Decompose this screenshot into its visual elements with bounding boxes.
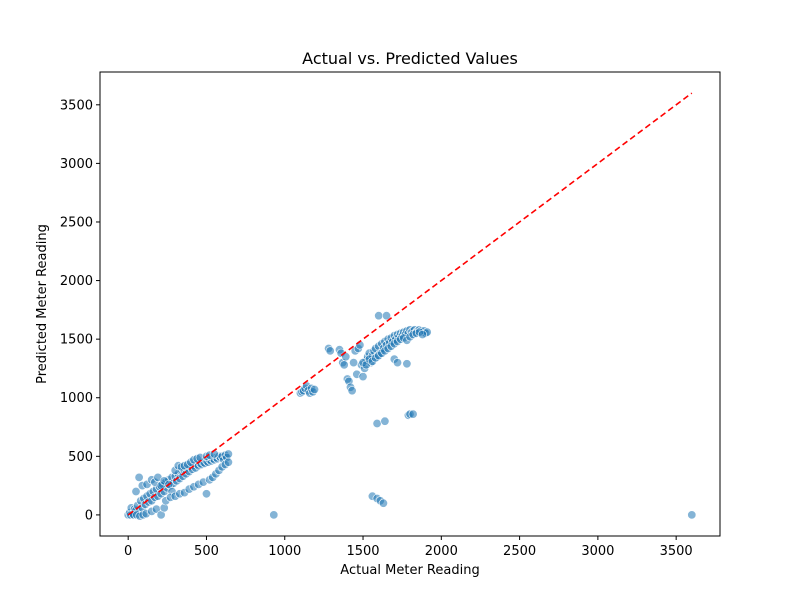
chart-title: Actual vs. Predicted Values: [302, 49, 518, 68]
data-point: [349, 358, 359, 368]
y-axis-label: Predicted Meter Reading: [35, 224, 50, 384]
y-tick-label: 0: [85, 508, 93, 523]
data-point: [374, 311, 384, 321]
points-layer: [123, 311, 697, 521]
data-point: [378, 498, 388, 508]
y-tick-label: 1500: [60, 333, 93, 348]
data-point: [309, 384, 319, 394]
x-tick-label: 2500: [503, 544, 536, 559]
data-point: [372, 418, 382, 428]
x-axis: 0 500 1000 1500 2000 2500 3000 3500: [124, 536, 693, 559]
reference-line: [127, 92, 693, 516]
y-tick-label: 3000: [60, 157, 93, 172]
x-axis-label: Actual Meter Reading: [340, 563, 479, 578]
y-tick-label: 2000: [60, 274, 93, 289]
x-tick-label: 3000: [581, 544, 614, 559]
data-point: [408, 409, 418, 419]
data-point: [325, 346, 335, 356]
data-point: [392, 358, 402, 368]
data-point: [347, 386, 357, 396]
y-axis: 0 500 1000 1500 2000 2500 3000 3500: [60, 98, 100, 523]
y-tick-label: 500: [68, 450, 93, 465]
data-point: [131, 486, 141, 496]
data-point: [134, 472, 144, 482]
reference-line-layer: [127, 92, 693, 516]
data-point: [687, 510, 697, 520]
data-point: [269, 510, 279, 520]
data-point: [202, 489, 212, 499]
data-point: [223, 457, 233, 467]
data-point: [339, 360, 349, 370]
x-tick-label: 1500: [346, 544, 379, 559]
data-point: [223, 449, 233, 459]
data-point: [417, 329, 427, 339]
data-point: [381, 311, 391, 321]
y-tick-label: 1000: [60, 391, 93, 406]
x-tick-label: 3500: [660, 544, 693, 559]
data-point: [358, 372, 368, 382]
x-tick-label: 0: [124, 544, 132, 559]
x-tick-label: 500: [194, 544, 219, 559]
y-tick-label: 3500: [60, 98, 93, 113]
data-point: [380, 416, 390, 426]
x-tick-label: 1000: [268, 544, 301, 559]
plot-area: [99, 71, 721, 537]
y-tick-label: 2500: [60, 215, 93, 230]
x-tick-label: 2000: [425, 544, 458, 559]
data-point: [402, 359, 412, 369]
